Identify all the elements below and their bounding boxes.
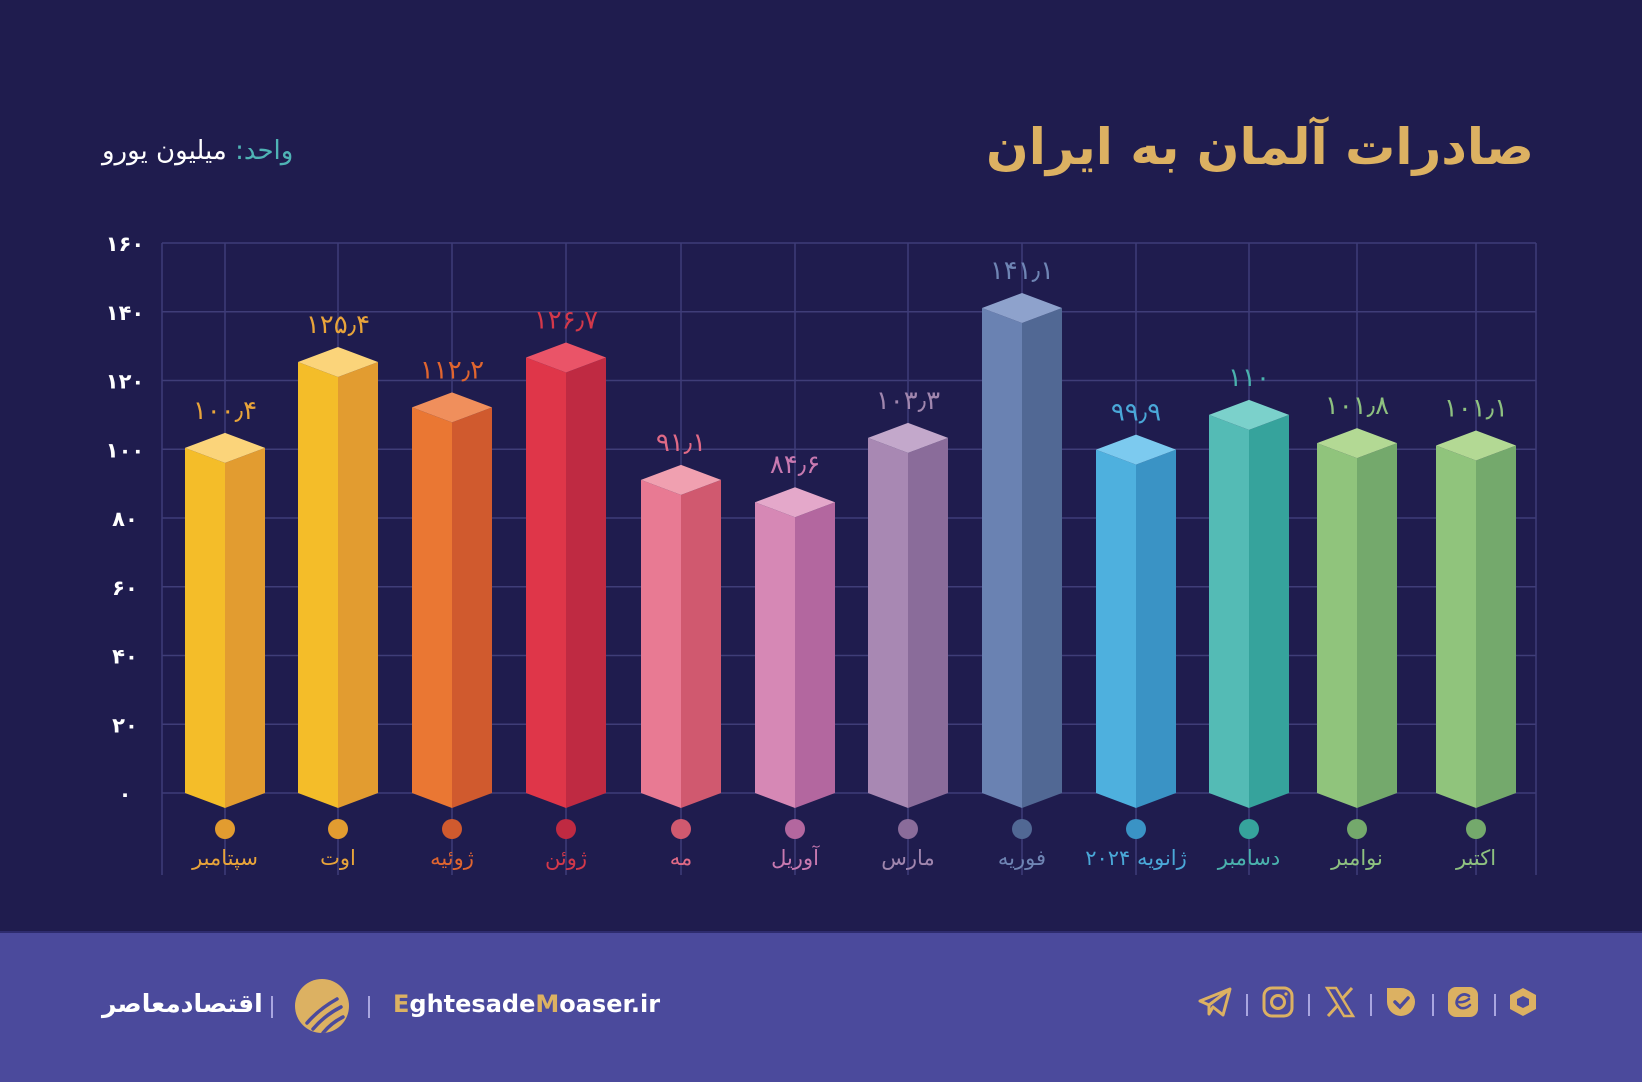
category-label: ژانویه ۲۰۲۴ — [1085, 846, 1187, 870]
footer: اقتصادمعاصر EghtesadeMoaser.ir — [0, 931, 1642, 1082]
divider — [1308, 994, 1310, 1016]
bar-chart: ۰ ۲۰ ۴۰ ۶۰ ۸۰ ۱۰۰ ۱۲۰ ۱۴۰ ۱۶۰ ۱۰۰٫۴ سپتامبر ۱۲۵٫۴ ا… — [106, 232, 1537, 875]
category-dot — [1466, 819, 1486, 839]
page-title: صادرات آلمان به ایران — [986, 118, 1535, 176]
bar: ۱۰۱٫۸ نوامبر — [1317, 391, 1397, 870]
y-tick-label: ۱۶۰ — [106, 232, 144, 256]
brand-logo-icon[interactable] — [295, 979, 349, 1033]
rubika-icon[interactable] — [1503, 982, 1543, 1022]
category-dot — [1347, 819, 1367, 839]
unit-value: میلیون یورو — [102, 136, 227, 166]
category-dot — [1239, 819, 1259, 839]
category-dot — [328, 819, 348, 839]
bars: ۱۰۰٫۴ سپتامبر ۱۲۵٫۴ اوت ۱۱۲٫۲ ژوئیه ۱۲۶٫۷ ژوئن ۹… — [185, 256, 1516, 870]
y-tick-label: ۱۲۰ — [106, 370, 144, 394]
y-tick-label: ۰ — [119, 782, 132, 806]
site-link[interactable]: EghtesadeMoaser.ir — [393, 990, 661, 1018]
bar: ۱۰۳٫۳ مارس — [868, 386, 948, 870]
category-label: نوامبر — [1330, 846, 1383, 870]
category-dot — [556, 819, 576, 839]
bar: ۹۹٫۹ ژانویه ۲۰۲۴ — [1085, 398, 1187, 870]
divider — [1494, 994, 1496, 1016]
bar: ۸۴٫۶ آوریل — [755, 450, 835, 870]
divider — [1246, 994, 1248, 1016]
value-label: ۱۰۱٫۸ — [1325, 391, 1389, 421]
category-label: دسامبر — [1217, 846, 1281, 870]
y-tick-label: ۶۰ — [112, 576, 138, 600]
value-label: ۱۱۰ — [1228, 363, 1270, 393]
category-label: اکتبر — [1455, 846, 1496, 870]
value-label: ۱۰۱٫۱ — [1444, 393, 1508, 423]
bar: ۱۰۰٫۴ سپتامبر — [185, 396, 265, 870]
category-label: مه — [670, 846, 693, 870]
category-dot — [898, 819, 918, 839]
divider — [368, 996, 370, 1018]
eitaa-icon[interactable] — [1443, 982, 1483, 1022]
bar: ۱۱۰ دسامبر — [1209, 363, 1289, 870]
category-label: ژوئن — [545, 846, 587, 870]
category-label: آوریل — [771, 845, 820, 870]
value-label: ۱۰۳٫۳ — [876, 386, 940, 416]
value-label: ۱۰۰٫۴ — [193, 396, 257, 426]
bar: ۱۲۶٫۷ ژوئن — [526, 305, 606, 870]
value-label: ۱۲۶٫۷ — [534, 305, 598, 335]
divider — [271, 996, 273, 1018]
category-label: مارس — [881, 846, 934, 870]
y-tick-label: ۲۰ — [112, 713, 138, 737]
y-tick-label: ۴۰ — [112, 645, 138, 669]
category-dot — [1126, 819, 1146, 839]
bar: ۱۰۱٫۱ اکتبر — [1436, 393, 1516, 870]
instagram-icon[interactable] — [1258, 982, 1298, 1022]
x-icon[interactable] — [1320, 982, 1360, 1022]
category-dot — [785, 819, 805, 839]
value-label: ۹۱٫۱ — [656, 428, 706, 458]
y-axis: ۰ ۲۰ ۴۰ ۶۰ ۸۰ ۱۰۰ ۱۲۰ ۱۴۰ ۱۶۰ — [106, 232, 144, 806]
category-label: اوت — [320, 846, 356, 870]
value-label: ۹۹٫۹ — [1111, 398, 1161, 428]
category-label: سپتامبر — [191, 846, 258, 870]
category-dot — [442, 819, 462, 839]
bar: ۱۴۱٫۱ فوریه — [982, 256, 1062, 870]
telegram-icon[interactable] — [1195, 982, 1235, 1022]
category-dot — [215, 819, 235, 839]
bar: ۹۱٫۱ مه — [641, 428, 721, 870]
y-tick-label: ۱۴۰ — [106, 301, 144, 325]
value-label: ۱۲۵٫۴ — [306, 310, 370, 340]
value-label: ۸۴٫۶ — [770, 450, 820, 480]
bar: ۱۲۵٫۴ اوت — [298, 310, 378, 870]
category-label: ژوئیه — [430, 846, 474, 870]
category-label: فوریه — [998, 846, 1046, 870]
y-tick-label: ۱۰۰ — [106, 438, 144, 462]
divider — [1432, 994, 1434, 1016]
unit-label: واحد: — [235, 136, 294, 166]
bar: ۱۱۲٫۲ ژوئیه — [412, 355, 492, 870]
unit-caption: واحد: میلیون یورو — [102, 136, 293, 166]
bale-icon[interactable] — [1381, 982, 1421, 1022]
category-dot — [671, 819, 691, 839]
divider — [1370, 994, 1372, 1016]
value-label: ۱۱۲٫۲ — [420, 355, 484, 385]
value-label: ۱۴۱٫۱ — [990, 256, 1054, 286]
y-tick-label: ۸۰ — [112, 507, 138, 531]
brand-name: اقتصادمعاصر — [102, 989, 263, 1018]
category-dot — [1012, 819, 1032, 839]
